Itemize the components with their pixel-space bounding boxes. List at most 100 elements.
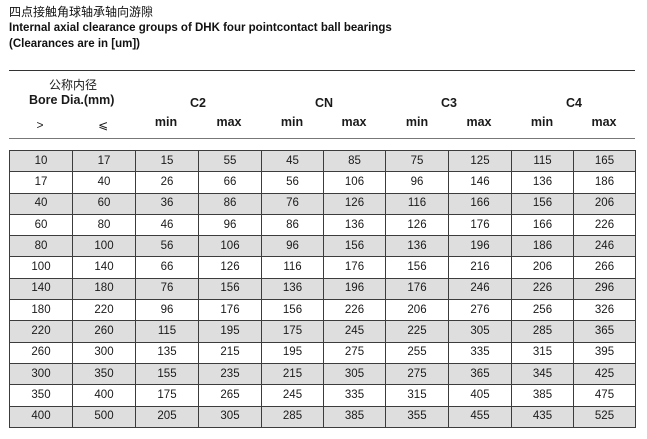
- bore-header-chinese: 公称内径: [49, 78, 98, 92]
- title-units-note: (Clearances are in [um]): [9, 38, 141, 50]
- header-bottom-rule: [9, 138, 635, 139]
- c4-min-cell: 206: [511, 256, 574, 279]
- cn-max-cell: 156: [323, 235, 386, 258]
- c2-min-cell: 205: [135, 405, 199, 428]
- cn-max-cell: 305: [323, 362, 386, 386]
- cn-max-cell: 275: [323, 341, 386, 364]
- cn-min-cell: 96: [261, 235, 324, 258]
- title-block: 四点接触角球轴承轴向游隙 Internal axial clearance gr…: [9, 4, 392, 52]
- c2-min-cell: 96: [135, 299, 199, 322]
- bore-gt-cell: 40: [9, 192, 73, 215]
- c3-min-cell: 315: [385, 384, 449, 407]
- c2-min-cell: 76: [135, 277, 199, 301]
- bore-le-cell: 60: [72, 192, 136, 215]
- cn-min-cell: 215: [261, 362, 324, 386]
- c4-min-cell: 345: [511, 362, 574, 386]
- bore-gt-cell: 60: [9, 213, 73, 237]
- c2-max-cell: 195: [198, 320, 262, 343]
- bore-header-english: Bore Dia.(mm): [29, 93, 115, 107]
- c3-min-cell: 136: [385, 235, 449, 258]
- bore-le-cell: 220: [72, 299, 136, 322]
- c2-max-cell: 235: [198, 362, 262, 386]
- cn-min-cell: 76: [261, 192, 324, 215]
- c2-max-cell: 86: [198, 192, 262, 215]
- c4-max-cell: 246: [573, 235, 636, 258]
- c3-max-cell: 125: [448, 149, 512, 173]
- table-row: 140 180 76 156 136 196 176 246 226 296: [9, 277, 636, 301]
- c3-min-cell: 126: [385, 213, 449, 237]
- c4-max-cell: 186: [573, 171, 636, 194]
- cn-min-header: min: [280, 115, 304, 129]
- group-header-cn: CN: [314, 96, 334, 110]
- c2-min-cell: 56: [135, 235, 199, 258]
- cn-max-cell: 136: [323, 213, 386, 237]
- bore-le-header: ⩽: [97, 118, 109, 132]
- cn-min-cell: 45: [261, 149, 324, 173]
- bore-gt-cell: 300: [9, 362, 73, 386]
- cn-min-cell: 86: [261, 213, 324, 237]
- c4-min-cell: 136: [511, 171, 574, 194]
- bore-gt-cell: 140: [9, 277, 73, 301]
- cn-min-cell: 156: [261, 299, 324, 322]
- c4-min-cell: 285: [511, 320, 574, 343]
- c4-min-cell: 186: [511, 235, 574, 258]
- cn-max-cell: 106: [323, 171, 386, 194]
- bore-le-cell: 260: [72, 320, 136, 343]
- c2-min-cell: 15: [135, 149, 199, 173]
- c2-min-cell: 155: [135, 362, 199, 386]
- c2-max-cell: 176: [198, 299, 262, 322]
- cn-max-cell: 245: [323, 320, 386, 343]
- bore-le-cell: 500: [72, 405, 136, 428]
- c2-min-cell: 135: [135, 341, 199, 364]
- c2-min-cell: 46: [135, 213, 199, 237]
- c2-min-cell: 115: [135, 320, 199, 343]
- c4-max-cell: 395: [573, 341, 636, 364]
- bore-gt-cell: 80: [9, 235, 73, 258]
- table-row: 300 350 155 235 215 305 275 365 345 425: [9, 362, 636, 386]
- clearance-table: 10 17 15 55 45 85 75 125 115 165 17 40 26 66 56 106 96 14…: [9, 149, 636, 428]
- c2-min-cell: 66: [135, 256, 199, 279]
- c3-min-cell: 75: [385, 149, 449, 173]
- bore-le-cell: 140: [72, 256, 136, 279]
- c4-min-header: min: [530, 115, 554, 129]
- c3-max-cell: 365: [448, 362, 512, 386]
- table-row: 100 140 66 126 116 176 156 216 206 266: [9, 256, 636, 279]
- c3-max-cell: 335: [448, 341, 512, 364]
- c2-max-cell: 305: [198, 405, 262, 428]
- cn-max-cell: 335: [323, 384, 386, 407]
- clearance-table-body: 10 17 15 55 45 85 75 125 115 165 17 40 26 66 56 106 96 14…: [9, 149, 636, 428]
- c4-max-cell: 206: [573, 192, 636, 215]
- c4-max-cell: 266: [573, 256, 636, 279]
- cn-max-cell: 196: [323, 277, 386, 301]
- table-row: 220 260 115 195 175 245 225 305 285 365: [9, 320, 636, 343]
- c4-max-cell: 425: [573, 362, 636, 386]
- bore-gt-cell: 350: [9, 384, 73, 407]
- bore-le-cell: 40: [72, 171, 136, 194]
- c3-min-cell: 176: [385, 277, 449, 301]
- table-row: 80 100 56 106 96 156 136 196 186 246: [9, 235, 636, 258]
- c4-min-cell: 256: [511, 299, 574, 322]
- c4-min-cell: 435: [511, 405, 574, 428]
- cn-max-cell: 226: [323, 299, 386, 322]
- cn-min-cell: 245: [261, 384, 324, 407]
- c2-max-cell: 215: [198, 341, 262, 364]
- c3-min-cell: 206: [385, 299, 449, 322]
- c4-min-cell: 166: [511, 213, 574, 237]
- bore-gt-header: >: [36, 118, 44, 132]
- cn-max-cell: 385: [323, 405, 386, 428]
- bore-gt-cell: 17: [9, 171, 73, 194]
- group-header-c3: C3: [441, 96, 457, 110]
- bore-le-cell: 180: [72, 277, 136, 301]
- bore-le-cell: 17: [72, 149, 136, 173]
- c3-max-cell: 196: [448, 235, 512, 258]
- c4-min-cell: 385: [511, 384, 574, 407]
- c2-max-cell: 126: [198, 256, 262, 279]
- title-chinese: 四点接触角球轴承轴向游隙: [9, 5, 154, 19]
- bore-le-cell: 80: [72, 213, 136, 237]
- group-header-c2: C2: [190, 96, 206, 110]
- c3-min-header: min: [405, 115, 429, 129]
- table-row: 350 400 175 265 245 335 315 405 385 475: [9, 384, 636, 407]
- c3-min-cell: 255: [385, 341, 449, 364]
- c3-min-cell: 355: [385, 405, 449, 428]
- c2-min-cell: 36: [135, 192, 199, 215]
